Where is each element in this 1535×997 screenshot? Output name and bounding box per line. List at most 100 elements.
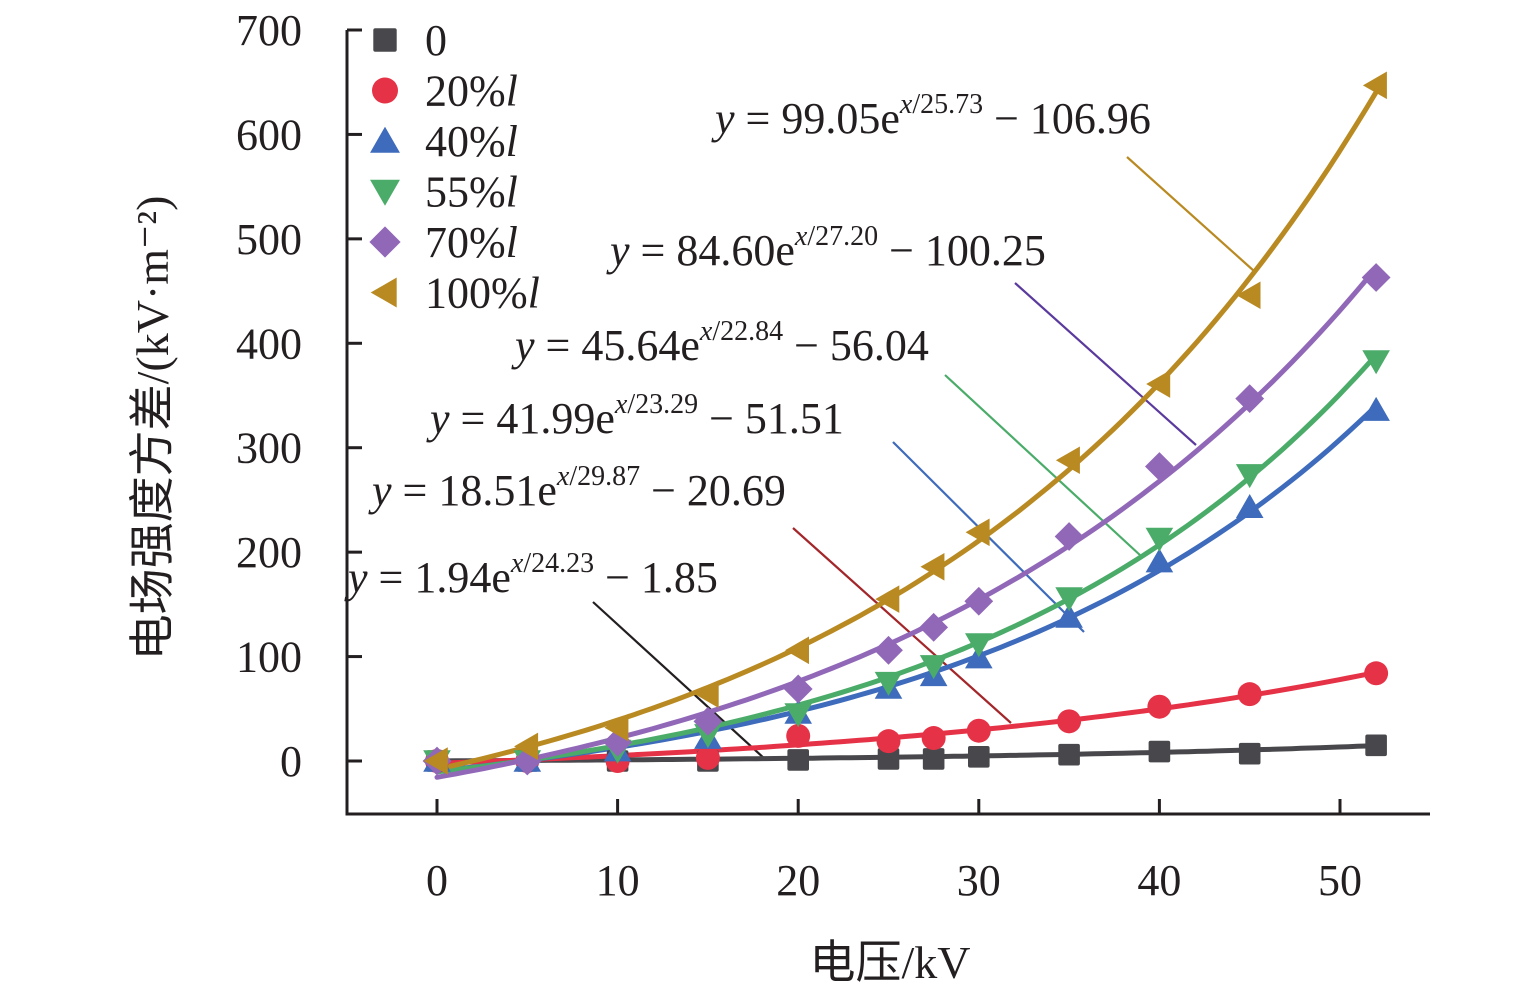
- fit-equation-label: y = 41.99ex/23.29 − 51.51: [426, 389, 844, 443]
- legend-label: 0: [425, 16, 447, 65]
- data-point-70pctl: [783, 674, 813, 704]
- data-point-70pctl: [1361, 263, 1391, 292]
- data-point-55pctl: [874, 671, 903, 696]
- data-point-55pctl: [1362, 350, 1390, 375]
- data-point-100pctl: [785, 636, 809, 665]
- legend-label: 55%l: [425, 168, 518, 217]
- data-point-55pctl: [1055, 587, 1083, 612]
- x-tick-label: 0: [426, 856, 448, 905]
- data-point-20pctl: [1147, 694, 1172, 719]
- data-point-70pctl: [964, 586, 994, 616]
- fit-curves: [434, 89, 1379, 780]
- data-markers: [422, 71, 1391, 776]
- data-point-70pctl: [1145, 452, 1174, 481]
- fit-equation-label: y = 18.51ex/29.87 − 20.69: [368, 461, 786, 515]
- data-point-40pctl: [1145, 548, 1174, 573]
- fit-curve-0: [434, 743, 1379, 764]
- fit-curve-20pctl: [434, 669, 1379, 766]
- data-point-100pctl: [1362, 71, 1387, 100]
- data-point-20pctl: [966, 718, 991, 743]
- data-point-0: [787, 749, 809, 771]
- y-tick-label: 200: [236, 528, 302, 577]
- y-tick-label: 600: [236, 110, 302, 159]
- leader-line: [1126, 156, 1255, 272]
- x-axis-ticks: 0 10 20 30 40 50: [426, 799, 1362, 905]
- data-point-100pctl: [965, 518, 990, 547]
- fit-equation-label: y = 45.64ex/22.84 − 56.04: [511, 316, 929, 370]
- fit-equation-label: y = 84.60ex/27.20 − 100.25: [606, 221, 1046, 275]
- x-tick-label: 40: [1137, 856, 1181, 905]
- data-point-100pctl: [875, 585, 900, 613]
- data-point-20pctl: [695, 745, 720, 770]
- fit-curve-100pctl: [434, 89, 1379, 772]
- data-point-100pctl: [423, 747, 448, 775]
- data-point-0: [877, 748, 900, 770]
- legend-item: 100%l: [370, 269, 540, 318]
- data-point-55pctl: [965, 633, 993, 658]
- legend-marker-triangle-left-icon: [370, 277, 397, 308]
- data-point-20pctl: [786, 723, 811, 748]
- data-point-55pctl: [1145, 527, 1174, 552]
- data-point-70pctl: [874, 635, 903, 665]
- legend-label: 20%l: [425, 67, 518, 116]
- leader-line: [592, 601, 767, 761]
- data-point-70pctl: [919, 612, 949, 642]
- legend-marker-triangle-up-icon: [370, 126, 400, 153]
- annotation-leader-lines: [592, 156, 1255, 761]
- y-tick-label: 300: [236, 424, 302, 473]
- fit-equation-label: y = 1.94ex/24.23 − 1.85: [344, 548, 718, 602]
- y-tick-label: 400: [236, 319, 302, 368]
- fit-curve-70pctl: [434, 265, 1379, 780]
- fit-curve-55pctl: [434, 352, 1379, 775]
- data-point-55pctl: [784, 703, 812, 728]
- data-point-100pctl: [694, 680, 719, 708]
- fit-equation-label: y = 99.05ex/25.73 − 106.96: [711, 89, 1151, 143]
- y-tick-label: 100: [236, 633, 302, 682]
- y-axis-ticks: 0 100 200 300 400 500 600 700: [236, 6, 362, 786]
- legend-label: 100%l: [425, 269, 540, 318]
- data-point-70pctl: [1054, 522, 1084, 551]
- x-axis-title: 电压/kV: [810, 937, 971, 988]
- data-point-0: [1365, 734, 1387, 757]
- y-axis-title: 电场强度方差/(kV·m⁻²): [127, 196, 178, 661]
- data-point-0: [1058, 743, 1080, 766]
- data-point-100pctl: [604, 713, 629, 742]
- leader-line: [1014, 282, 1197, 446]
- x-tick-label: 10: [596, 856, 640, 905]
- legend-marker-triangle-down-icon: [370, 179, 400, 206]
- data-point-0: [1238, 742, 1261, 765]
- data-point-20pctl: [876, 729, 901, 754]
- legend-label: 40%l: [425, 117, 518, 166]
- leader-line: [792, 527, 1012, 724]
- legend-item: 70%l: [369, 218, 518, 267]
- leader-line: [944, 374, 1142, 557]
- data-point-70pctl: [1235, 384, 1265, 414]
- data-point-0: [1148, 740, 1171, 763]
- data-point-20pctl: [1057, 709, 1082, 734]
- data-point-0: [968, 746, 990, 768]
- data-point-20pctl: [1237, 682, 1262, 707]
- data-point-20pctl: [1364, 661, 1389, 686]
- data-point-0: [922, 748, 945, 770]
- data-point-70pctl: [693, 706, 723, 736]
- x-tick-label: 20: [776, 856, 820, 905]
- data-point-20pctl: [921, 726, 946, 751]
- y-tick-label: 700: [236, 6, 302, 55]
- legend-item: 40%l: [370, 117, 518, 166]
- data-point-100pctl: [1146, 370, 1171, 398]
- data-point-100pctl: [1236, 281, 1261, 310]
- y-tick-label: 0: [280, 737, 302, 786]
- data-point-55pctl: [694, 724, 722, 749]
- data-point-40pctl: [1055, 603, 1083, 628]
- y-tick-label: 500: [236, 215, 302, 264]
- data-point-100pctl: [920, 552, 945, 581]
- legend-marker-circle-icon: [372, 77, 398, 104]
- legend-marker-square-icon: [373, 28, 397, 52]
- data-point-100pctl: [1055, 446, 1080, 475]
- fit-equations: y = 99.05ex/25.73 − 106.96 y = 84.60ex/27…: [344, 89, 1151, 602]
- legend-item: 55%l: [370, 168, 518, 217]
- x-tick-label: 50: [1318, 856, 1362, 905]
- axes: [345, 30, 1430, 816]
